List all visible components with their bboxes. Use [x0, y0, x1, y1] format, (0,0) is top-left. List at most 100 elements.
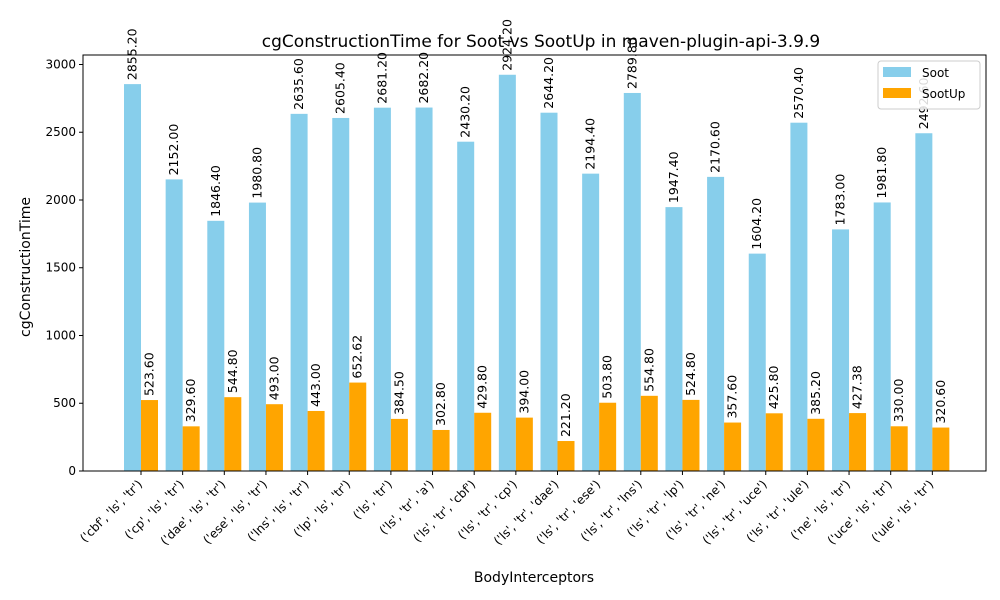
- y-tick-label: 1500: [45, 261, 76, 275]
- data-label-sootup: 524.80: [683, 352, 698, 396]
- data-label-sootup: 544.80: [225, 349, 240, 393]
- bar-sootup: [141, 400, 158, 471]
- bar-soot: [457, 141, 475, 471]
- bar-soot: [498, 74, 516, 471]
- data-label-sootup: 329.60: [183, 379, 198, 423]
- bar-soot: [207, 220, 225, 471]
- bar-soot: [623, 92, 641, 471]
- data-label-sootup: 523.60: [142, 352, 157, 396]
- chart-title: cgConstructionTime for Soot vs SootUp in…: [262, 32, 820, 52]
- legend: Soot SootUp: [877, 60, 981, 110]
- data-label-soot: 1980.80: [249, 147, 264, 199]
- bar-sootup: [224, 397, 242, 471]
- bar-soot: [373, 107, 391, 472]
- bar-soot: [332, 117, 350, 471]
- data-label-soot: 2635.60: [291, 58, 306, 110]
- x-axis-label: BodyInterceptors: [474, 570, 594, 586]
- bar-soot: [748, 253, 766, 471]
- data-label-soot: 2855.20: [125, 28, 140, 80]
- data-label-soot: 2605.40: [333, 62, 348, 114]
- data-label-sootup: 302.80: [433, 382, 448, 426]
- legend-swatch-soot: [883, 67, 911, 77]
- data-label-sootup: 221.20: [558, 393, 573, 437]
- bar-sootup: [807, 418, 825, 471]
- bar-sootup: [640, 395, 658, 471]
- bar-soot: [124, 84, 141, 472]
- data-label-soot: 2152.00: [166, 124, 181, 176]
- bars-group: [124, 74, 950, 472]
- data-label-sootup: 320.60: [933, 380, 948, 424]
- data-label-soot: 1981.80: [874, 147, 889, 199]
- data-label-soot: 2570.40: [791, 67, 806, 119]
- data-label-sootup: 385.20: [808, 371, 823, 415]
- y-axis-ticks: 0 500 1000 1500 2000 2500 3000: [45, 57, 83, 478]
- bar-soot: [290, 113, 308, 472]
- bar-sootup: [724, 422, 742, 471]
- data-labels-group: 2855.20 2152.00 1846.40 1980.80 2635.60 2605.…: [125, 19, 948, 437]
- data-label-soot: 2924.20: [499, 19, 514, 71]
- data-label-soot: 2681.20: [374, 52, 389, 104]
- plot-frame: [82, 54, 987, 472]
- data-label-soot: 1783.00: [833, 174, 848, 226]
- data-label-sootup: 443.00: [308, 363, 323, 407]
- legend-swatch-sootup: [883, 88, 911, 98]
- bar-sootup: [474, 412, 492, 471]
- data-label-soot: 1846.40: [208, 165, 223, 217]
- y-tick-label: 500: [53, 396, 76, 410]
- legend-label-sootup: SootUp: [922, 87, 965, 101]
- y-tick-label: 2500: [45, 125, 76, 139]
- bar-sootup: [349, 382, 367, 471]
- bar-sootup: [765, 413, 783, 471]
- data-label-sootup: 384.50: [391, 371, 406, 415]
- data-label-soot: 1947.40: [666, 151, 681, 203]
- y-tick-label: 2000: [45, 193, 76, 207]
- data-label-sootup: 652.62: [350, 335, 365, 379]
- y-tick-label: 0: [68, 464, 76, 478]
- data-label-soot: 2170.60: [708, 121, 723, 173]
- data-label-sootup: 425.80: [766, 366, 781, 410]
- bar-soot: [165, 179, 183, 471]
- bar-sootup: [432, 429, 450, 471]
- bar-sootup: [557, 441, 575, 471]
- bar-sootup: [890, 426, 908, 471]
- data-label-sootup: 503.80: [600, 355, 615, 399]
- data-label-soot: 2682.20: [416, 52, 431, 104]
- bar-sootup: [599, 402, 617, 471]
- bar-sootup: [515, 417, 533, 471]
- bar-soot: [248, 202, 266, 471]
- data-label-soot: 2194.40: [583, 118, 598, 170]
- x-axis-ticks: ('cbf', 'ls', 'tr')('cp', 'ls', 'tr')('d…: [77, 471, 936, 548]
- data-label-soot: 2644.20: [541, 57, 556, 109]
- data-label-soot: 2789.80: [624, 37, 639, 89]
- legend-label-soot: Soot: [922, 66, 949, 80]
- bar-sootup: [390, 418, 408, 471]
- data-label-soot: 2430.20: [458, 86, 473, 138]
- bar-soot: [582, 173, 600, 471]
- bar-soot: [873, 202, 891, 471]
- bar-sootup: [682, 399, 700, 471]
- data-label-sootup: 493.00: [266, 356, 281, 400]
- bar-soot: [832, 229, 850, 471]
- y-tick-label: 1000: [45, 328, 76, 342]
- data-label-sootup: 330.00: [891, 378, 906, 422]
- data-label-sootup: 394.00: [516, 370, 531, 414]
- bar-soot: [707, 176, 725, 471]
- y-axis-label: cgConstructionTime: [18, 197, 34, 337]
- bar-sootup: [182, 426, 200, 471]
- bar-sootup: [849, 413, 867, 471]
- y-tick-label: 3000: [45, 57, 76, 71]
- data-label-sootup: 554.80: [641, 348, 656, 392]
- data-label-sootup: 429.80: [475, 365, 490, 409]
- bar-soot: [415, 107, 433, 471]
- data-label-sootup: 427.38: [850, 365, 865, 409]
- data-label-sootup: 357.60: [725, 375, 740, 419]
- bar-soot: [665, 207, 683, 471]
- bar-sootup: [265, 404, 283, 471]
- bar-soot: [540, 112, 558, 471]
- bar-soot: [790, 122, 808, 471]
- bar-sootup: [307, 410, 325, 471]
- bar-sootup: [932, 427, 950, 471]
- bar-soot: [915, 133, 933, 471]
- data-label-soot: 1604.20: [749, 198, 764, 250]
